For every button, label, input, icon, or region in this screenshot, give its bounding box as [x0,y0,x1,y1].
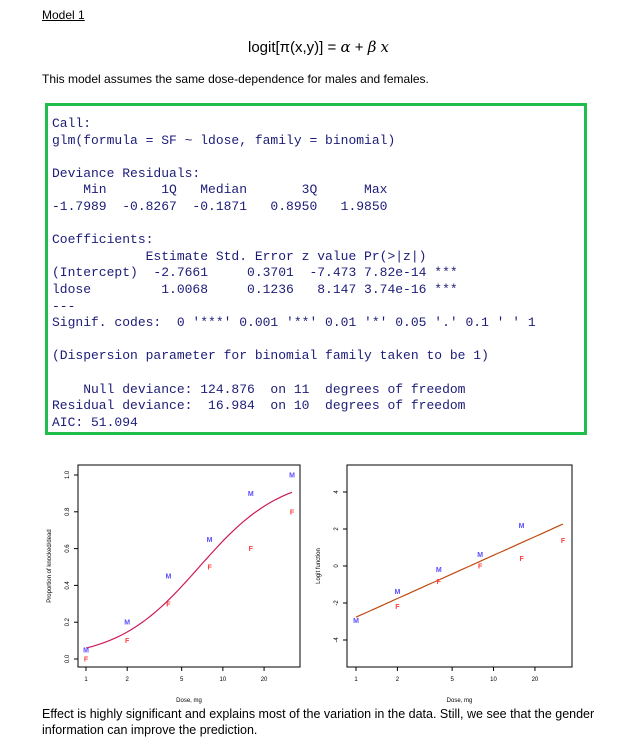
r-output-line: -1.7989 -0.8267 -0.1871 0.8950 1.9850 [52,198,404,214]
x-tick-label: 10 [220,677,227,683]
r-output-line: Residual deviance: 16.984 on 10 degrees … [52,398,466,414]
y-axis-label: Proportion of knocked/dead [47,529,53,602]
plot-frame [77,464,301,668]
data-point-m: M [248,491,254,498]
fit-curve [355,523,564,618]
r-output-line: Deviance Residuals: [52,165,201,181]
r-output-line: ldose 1.0068 0.1236 8.147 3.74e-16 *** [52,281,458,297]
y-tick-label: 0.2 [65,617,71,626]
x-tick-label: 1 [354,677,358,683]
data-point-m: M [124,620,130,627]
r-output-line: Min 1Q Median 3Q Max [52,182,404,198]
formula-beta: β [367,38,377,56]
x-tick-label: 5 [450,677,454,683]
r-output-line: Coefficients: [52,232,154,248]
r-output-line: Estimate Std. Error z value Pr(>|z|) [52,248,458,264]
formula-alpha: α [340,38,351,56]
data-point-f: F [395,604,400,611]
conclusion-text: Effect is highly significant and explain… [42,707,595,737]
y-tick-label: 2 [334,527,340,531]
x-tick-label: 10 [490,677,497,683]
data-point-m: M [436,567,442,574]
r-output-line: Call: [52,116,92,131]
data-point-f: F [125,638,130,645]
section-heading: Model 1 [42,8,85,22]
r-output-line: --- [52,298,76,314]
data-point-m: M [519,523,525,530]
x-axis-label: Dose, mg [176,698,202,704]
x-tick-label: 1 [84,677,88,683]
data-point-f: F [84,657,89,664]
data-point-f: F [478,564,483,571]
r-output-line: Signif. codes: 0 '***' 0.001 '**' 0.01 '… [52,315,536,331]
y-tick-label: 1.0 [65,470,71,479]
r-output-line: AIC: 51.094 [52,414,138,430]
data-point-m: M [289,473,295,480]
data-point-f: F [166,601,171,608]
model-formula: logit[π(x,y)] = α + β x [0,38,637,56]
x-axis-label: Dose, mg [447,698,473,704]
data-point-m: M [353,618,359,625]
y-tick-label: -4 [334,637,340,643]
y-axis-label: Logit function [316,548,322,584]
data-point-f: F [519,556,524,563]
data-point-m: M [477,552,483,559]
data-point-m: M [394,589,400,596]
fit-curve [85,491,293,649]
data-point-m: M [83,647,89,654]
intro-text: This model assumes the same dose-depende… [42,72,429,86]
r-output-box: Call: glm(formula = SF ~ ldose, family = … [45,103,587,435]
formula-x: x [380,38,390,56]
data-point-f: F [207,565,212,572]
formula-lhs: logit[π(x,y)] = [247,39,341,56]
x-tick-label: 20 [532,677,539,683]
r-output-line: (Intercept) -2.7661 0.3701 -7.473 7.82e-… [52,265,458,281]
r-output-line: glm(formula = SF ~ ldose, family = binom… [52,132,396,148]
y-tick-label: -2 [334,600,340,606]
data-point-f: F [290,509,295,516]
data-point-f: F [249,546,254,553]
formula-plus: + [350,39,368,56]
y-tick-label: 0 [334,564,340,568]
y-tick-label: 4 [334,490,340,494]
y-tick-label: 0.6 [65,544,71,553]
y-tick-label: 0.0 [65,654,71,663]
data-point-f: F [437,579,442,586]
x-tick-label: 2 [396,677,400,683]
r-output: Call: glm(formula = SF ~ ldose, family = … [48,106,584,431]
data-point-m: M [207,537,213,544]
y-tick-label: 0.8 [65,507,71,516]
x-tick-label: 2 [126,677,130,683]
r-output-line: (Dispersion parameter for binomial famil… [52,348,489,364]
x-tick-label: 20 [261,677,268,683]
plot-frame [346,464,573,668]
data-point-m: M [165,574,171,581]
x-tick-label: 5 [180,677,184,683]
data-point-f: F [561,538,566,545]
r-output-line: Null deviance: 124.876 on 11 degrees of … [52,381,466,397]
y-tick-label: 0.4 [65,581,71,590]
